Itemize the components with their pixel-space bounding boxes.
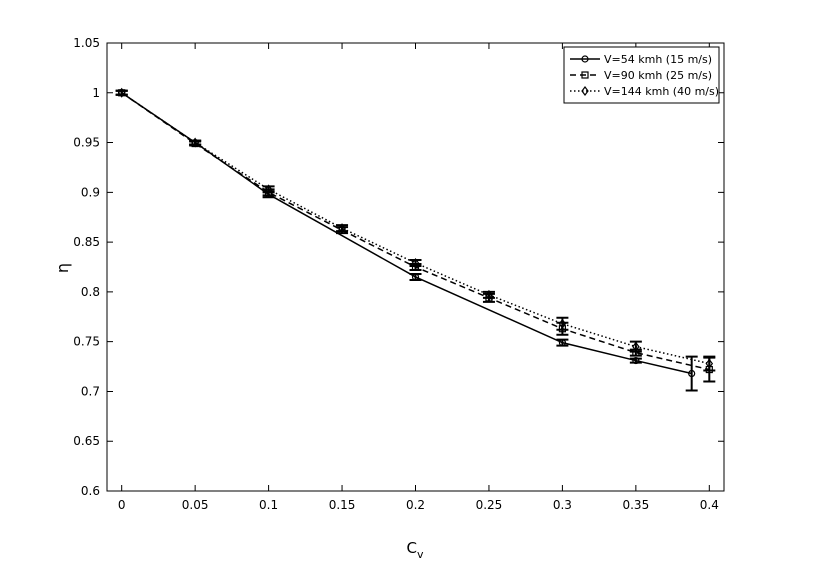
marker (632, 341, 640, 352)
x-axis-label: Cv (407, 539, 424, 561)
legend: V=54 kmh (15 m/s) V=90 kmh (25 m/s) V=144 … (563, 46, 720, 104)
x-axis-label-sub: v (417, 548, 424, 561)
x-tick-label: 0.25 (476, 498, 503, 512)
error-bar (262, 185, 275, 194)
legend-label: V=144 kmh (40 m/s) (604, 85, 719, 98)
y-tick-label: 0.85 (73, 235, 100, 249)
marker (558, 339, 567, 347)
y-tick-label: 1 (92, 86, 100, 100)
y-tick-label: 0.95 (73, 136, 100, 150)
marker (411, 258, 420, 269)
legend-marker (581, 55, 589, 63)
error-bar (115, 89, 128, 96)
marker (117, 87, 126, 98)
marker (632, 356, 640, 365)
legend-label: V=54 kmh (15 m/s) (604, 53, 712, 66)
marker (688, 369, 696, 378)
marker (705, 358, 714, 369)
marker (411, 273, 420, 281)
x-tick-label: 0.3 (553, 498, 572, 512)
legend-marker (581, 86, 589, 96)
y-tick-label: 1.05 (73, 36, 100, 50)
marker (264, 184, 273, 195)
marker (558, 318, 567, 329)
x-tick-label: 0.35 (622, 498, 649, 512)
x-axis-label-base: C (407, 539, 417, 557)
legend-label: V=90 kmh (25 m/s) (604, 69, 712, 82)
legend-marker (581, 71, 589, 79)
x-tick-label: 0.15 (329, 498, 356, 512)
y-tick-label: 0.6 (81, 484, 100, 498)
error-bar (409, 259, 422, 268)
marker (485, 289, 493, 300)
x-tick-label: 0 (118, 498, 126, 512)
marker (338, 223, 346, 234)
x-tick-label: 0.4 (700, 498, 719, 512)
error-bar (685, 355, 698, 392)
marker (191, 137, 199, 148)
error-bar (629, 357, 642, 364)
y-tick-label: 0.75 (73, 335, 100, 349)
error-bar (189, 139, 202, 146)
y-axis-label: η (53, 263, 72, 273)
y-tick-label: 0.7 (81, 384, 100, 398)
y-tick-label: 0.9 (81, 185, 100, 199)
x-tick-label: 0.1 (259, 498, 278, 512)
y-tick-label: 0.8 (81, 285, 100, 299)
error-bar (336, 224, 349, 233)
error-bar (482, 290, 495, 299)
legend-box (563, 46, 720, 104)
x-tick-label: 0.2 (406, 498, 425, 512)
x-tick-label: 0.05 (182, 498, 209, 512)
y-tick-label: 0.65 (73, 434, 100, 448)
